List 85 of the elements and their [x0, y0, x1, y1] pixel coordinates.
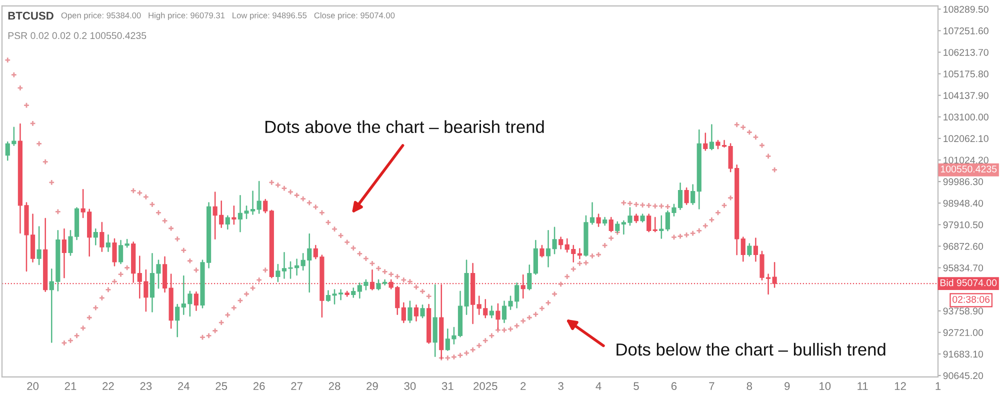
- text: 02:38:06: [952, 296, 990, 303]
- x-tick-label: 21: [64, 382, 76, 390]
- annotation: PSR 0.02 0.02 0.2 100550.4235: [8, 32, 146, 40]
- candlestick: [225, 215, 230, 230]
- text: Open price: 95384.00 High price: 96079.31 Low price: 94896.55 Close price: 95074.00: [61, 12, 395, 20]
- x-tick-label: 31: [442, 382, 454, 390]
- candlestick: [414, 304, 419, 322]
- x-tick-label: 27: [291, 382, 302, 390]
- y-tick-label: 96872.60: [943, 242, 984, 250]
- x-tick-label: 23: [140, 382, 152, 390]
- candlestick: [652, 216, 658, 232]
- ref-line-label: Bid 95074.00: [940, 279, 997, 286]
- x-tick-label: 5: [634, 382, 639, 390]
- x-tick-label: 30: [404, 382, 416, 390]
- candlestick: [527, 264, 532, 290]
- y-tick-label: 105175.80: [944, 70, 988, 78]
- candlestick: [703, 132, 708, 151]
- y-tick-label: 106213.70: [944, 48, 988, 56]
- candlestick: [100, 222, 104, 252]
- candlestick: [232, 205, 236, 225]
- candlestick: [747, 243, 752, 257]
- x-tick-label: 26: [253, 382, 265, 390]
- y-tick-label: 93758.90: [943, 308, 984, 314]
- x-tick-label: 2: [520, 382, 526, 390]
- candlestick: [401, 302, 406, 324]
- y-tick-label: 95834.70: [943, 264, 984, 272]
- candlestick: [540, 244, 544, 258]
- y-tick-label: 104137.90: [944, 92, 988, 99]
- x-tick-label: 10: [820, 382, 831, 390]
- candlestick: [276, 264, 280, 282]
- x-tick-label: 29: [366, 382, 378, 390]
- candlestick: [351, 287, 356, 298]
- y-tick-label: 92721.00: [943, 329, 984, 336]
- x-tick-label: 4: [596, 382, 602, 390]
- candlestick: [596, 214, 601, 228]
- chart-title: BTCUSD: [8, 12, 54, 20]
- candlestick: [62, 228, 67, 278]
- y-tick-label: 97910.50: [943, 221, 984, 228]
- x-tick-label: 1: [936, 382, 941, 390]
- x-tick-label: 12: [894, 382, 906, 390]
- x-tick-label: 28: [328, 382, 340, 390]
- y-tick-label: 98948.40: [943, 200, 984, 207]
- y-tick-label: 103100.00: [944, 114, 988, 121]
- x-tick-label: 9: [784, 382, 790, 390]
- candlestick: [256, 180, 262, 214]
- candlestick: [370, 269, 375, 290]
- text: 100550.4235: [940, 166, 997, 172]
- x-tick-label: 6: [671, 382, 677, 390]
- y-tick-label: 91683.10: [943, 350, 984, 358]
- candlestick: [690, 184, 696, 206]
- y-tick-label: 102062.10: [944, 135, 988, 142]
- candlestick: [175, 304, 180, 338]
- y-tick-label: 107251.60: [944, 27, 988, 34]
- candlestick: [709, 124, 714, 150]
- candlestick: [420, 304, 425, 318]
- x-tick-label: 20: [27, 382, 39, 390]
- candlestick: [408, 300, 412, 324]
- y-tick-label: 101024.20: [944, 156, 988, 164]
- y-tick-label: 99986.30: [943, 178, 984, 186]
- x-tick-label: 3: [558, 382, 564, 390]
- candlestick: [106, 234, 111, 252]
- x-tick-label: 24: [178, 382, 190, 390]
- candlestick: [489, 306, 494, 318]
- x-tick-label: 22: [102, 382, 114, 390]
- x-tick-label: 25: [216, 382, 228, 390]
- x-tick-label: 8: [746, 382, 752, 390]
- x-tick-label: 2025: [474, 382, 498, 390]
- candlestick: [112, 238, 117, 266]
- candlestick: [118, 240, 124, 264]
- candlestick: [36, 226, 42, 266]
- y-tick-label: 108289.50: [944, 6, 988, 13]
- candlestick: [646, 214, 652, 232]
- candlestick: [263, 198, 268, 214]
- x-tick-label: 7: [709, 382, 714, 390]
- annotation: Dots above the chart – bearish trend: [265, 120, 544, 134]
- candlestick: [740, 236, 746, 262]
- candlestick: [93, 228, 98, 246]
- candlestick: [558, 236, 564, 250]
- candlestick: [659, 215, 664, 239]
- annotation: Dots below the chart – bullish trend: [616, 342, 886, 356]
- candlestick: [684, 187, 689, 206]
- y-tick-label: 90645.20: [943, 372, 984, 380]
- candlestick: [194, 291, 199, 312]
- x-tick-label: 11: [858, 382, 868, 390]
- candlestick: [608, 216, 614, 232]
